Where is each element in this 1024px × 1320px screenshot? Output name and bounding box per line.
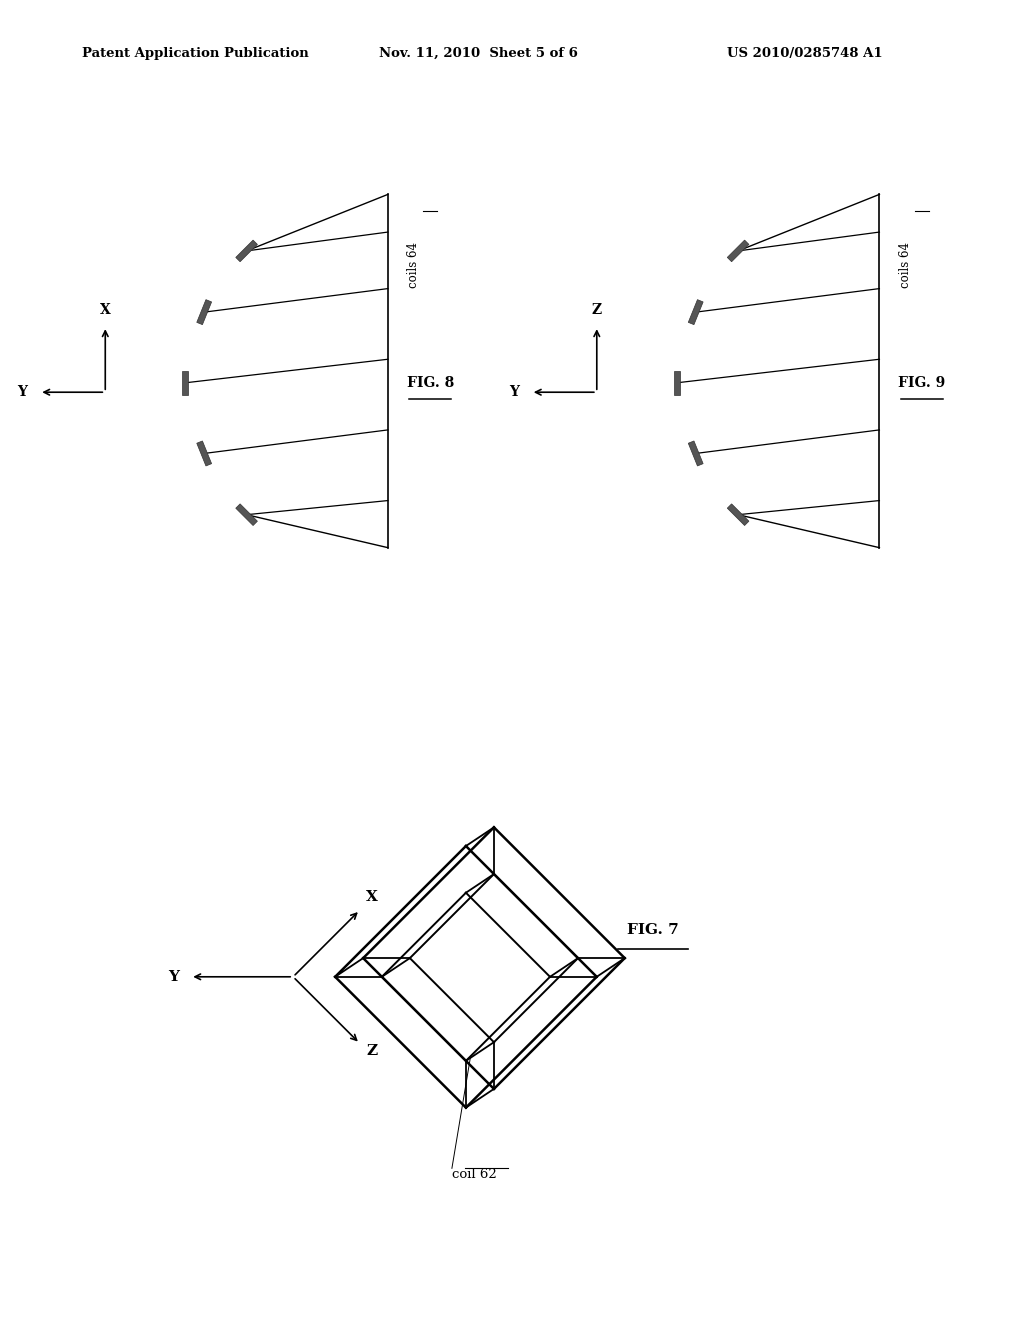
Text: Z: Z (366, 1044, 377, 1059)
Text: X: X (366, 890, 378, 904)
Text: Patent Application Publication: Patent Application Publication (82, 46, 308, 59)
Polygon shape (197, 441, 212, 466)
Polygon shape (182, 371, 188, 395)
Text: FIG. 8: FIG. 8 (407, 376, 454, 389)
Polygon shape (236, 240, 257, 261)
Text: Y: Y (509, 385, 519, 399)
Text: Nov. 11, 2010  Sheet 5 of 6: Nov. 11, 2010 Sheet 5 of 6 (379, 46, 578, 59)
Text: coils 64: coils 64 (408, 242, 420, 288)
Polygon shape (727, 240, 749, 261)
Polygon shape (674, 371, 680, 395)
Text: coils 64: coils 64 (899, 242, 911, 288)
Text: FIG. 7: FIG. 7 (627, 923, 679, 937)
Text: X: X (100, 302, 111, 317)
Polygon shape (727, 504, 749, 525)
Polygon shape (688, 441, 703, 466)
Polygon shape (197, 300, 212, 325)
Text: FIG. 9: FIG. 9 (898, 376, 945, 389)
Polygon shape (236, 504, 257, 525)
Text: Z: Z (592, 302, 602, 317)
Polygon shape (688, 300, 703, 325)
Text: Y: Y (169, 970, 179, 983)
Text: US 2010/0285748 A1: US 2010/0285748 A1 (727, 46, 883, 59)
Text: coil 62: coil 62 (452, 1168, 497, 1181)
Text: Y: Y (17, 385, 28, 399)
